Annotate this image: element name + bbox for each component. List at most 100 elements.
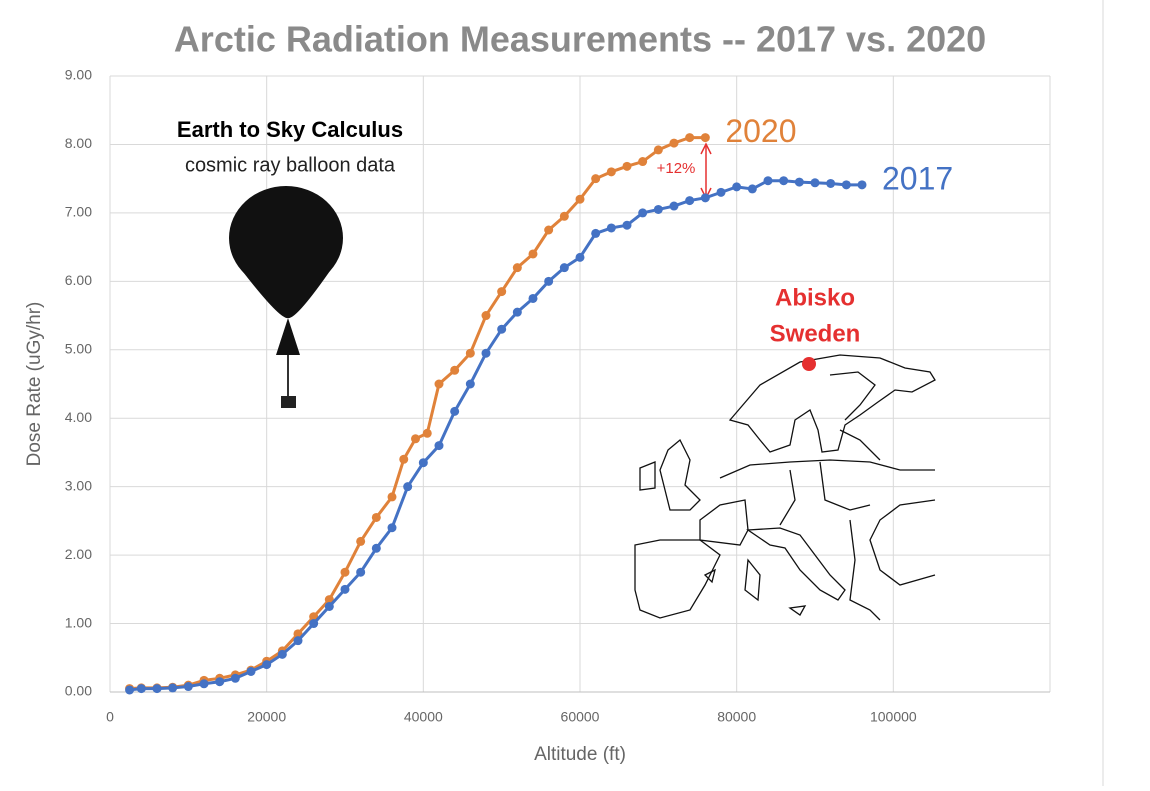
y-axis-label: Dose Rate (uGy/hr) [24, 302, 45, 467]
y-tick-label: 4.00 [65, 409, 92, 425]
data-point [340, 584, 350, 594]
chart-title: Arctic Radiation Measurements -- 2017 vs… [174, 19, 986, 60]
y-tick-label: 3.00 [65, 477, 92, 493]
x-tick-label: 80000 [717, 709, 756, 725]
data-point [544, 276, 554, 286]
y-tick-label: 7.00 [65, 204, 92, 220]
data-point [810, 178, 820, 188]
y-tick-label: 2.00 [65, 546, 92, 562]
data-point [422, 428, 432, 438]
balloon-illustration [229, 186, 343, 408]
data-point [763, 176, 773, 186]
x-tick-label: 20000 [247, 709, 286, 725]
data-point [371, 543, 381, 553]
data-point [732, 182, 742, 192]
data-point [340, 567, 350, 577]
europe-map [634, 354, 936, 621]
series-label: 2017 [882, 160, 953, 196]
data-point [857, 180, 867, 190]
data-point [230, 673, 240, 683]
data-point [544, 225, 554, 235]
y-tick-label: 8.00 [65, 135, 92, 151]
data-point [399, 454, 409, 464]
x-tick-label: 100000 [870, 709, 917, 725]
data-point [779, 176, 789, 186]
data-point [371, 512, 381, 522]
data-point [700, 193, 710, 203]
data-point [356, 536, 366, 546]
y-tick-label: 1.00 [65, 614, 92, 630]
data-point [575, 194, 585, 204]
data-point [575, 252, 585, 262]
data-point [512, 307, 522, 317]
data-point [324, 601, 334, 611]
data-point [622, 220, 632, 230]
data-point [606, 167, 616, 177]
data-point [716, 187, 726, 197]
data-point [293, 636, 303, 646]
data-point [465, 348, 475, 358]
data-point [497, 324, 507, 334]
data-point [125, 685, 135, 695]
data-point [591, 228, 601, 238]
annotation-location: Abisko [775, 284, 855, 311]
y-tick-label: 5.00 [65, 340, 92, 356]
data-point [418, 458, 428, 468]
y-tick-label: 6.00 [65, 272, 92, 288]
data-point [215, 677, 225, 687]
data-point [794, 177, 804, 187]
data-point [387, 523, 397, 533]
data-point [638, 208, 648, 218]
data-point [152, 684, 162, 694]
annotation-subtitle: cosmic ray balloon data [185, 154, 396, 176]
annotation-location: Sweden [770, 320, 861, 347]
data-point [700, 133, 710, 143]
data-point [411, 434, 420, 444]
data-point [653, 204, 663, 214]
data-point [246, 666, 256, 676]
x-tick-label: 40000 [404, 709, 443, 725]
data-point [591, 174, 601, 184]
data-point [450, 406, 460, 416]
data-point [528, 249, 538, 259]
data-point [183, 682, 193, 692]
data-point [559, 263, 569, 273]
data-point [262, 660, 272, 670]
x-axis-label: Altitude (ft) [534, 744, 626, 765]
data-point [465, 379, 475, 389]
data-point [434, 379, 444, 389]
data-point [309, 619, 319, 629]
data-point [199, 679, 209, 689]
annotation-brand: Earth to Sky Calculus [177, 117, 403, 142]
data-point [826, 178, 836, 188]
series-line [129, 136, 706, 691]
data-point [669, 201, 679, 211]
data-point [277, 649, 287, 659]
series-label: 2020 [725, 113, 796, 149]
y-tick-label: 9.00 [65, 67, 92, 83]
data-point [747, 184, 757, 194]
data-point [685, 133, 695, 143]
data-point [136, 684, 146, 694]
data-point [481, 311, 491, 321]
data-point [622, 161, 632, 171]
data-point [497, 287, 507, 297]
grid: 0.00 1.00 2.00 3.00 4.00 5.00 6.00 7.00 8.00 9.00… [65, 67, 1051, 725]
plot-area: 2020 2017 [125, 113, 953, 695]
data-point [638, 157, 648, 167]
data-point [403, 482, 413, 492]
data-point [481, 348, 491, 358]
y-tick-label: 0.00 [65, 683, 92, 699]
data-point [606, 223, 616, 233]
data-point [669, 138, 679, 148]
x-tick-label: 60000 [561, 709, 600, 725]
data-point [387, 492, 397, 502]
annotation-difference: +12% [657, 160, 696, 177]
data-point [841, 180, 851, 190]
data-point [356, 567, 366, 577]
data-point [685, 196, 695, 206]
location-dot [802, 357, 816, 371]
data-point [653, 145, 663, 155]
